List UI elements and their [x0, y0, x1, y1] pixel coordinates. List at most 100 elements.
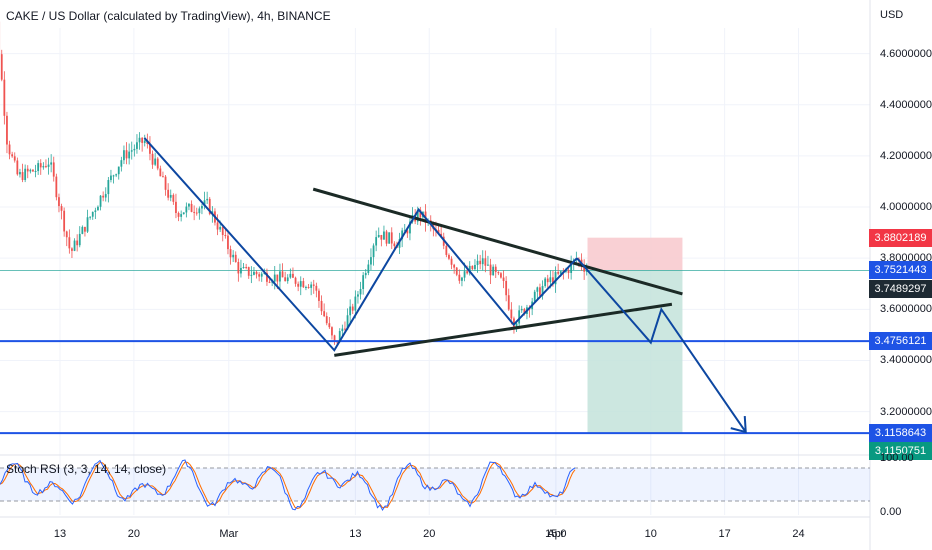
candle-body — [346, 315, 349, 330]
candle-body — [294, 277, 297, 284]
candle-body — [450, 258, 453, 265]
candle-body — [128, 151, 131, 159]
candle-body — [110, 175, 112, 181]
indicator-label[interactable]: Stoch RSI (3, 3, 14, 14, close) — [6, 462, 167, 476]
candle-body — [354, 296, 357, 311]
candle-body — [468, 265, 471, 274]
candle-body — [289, 273, 292, 278]
candle-body — [494, 266, 497, 273]
candle-body — [385, 231, 388, 244]
candle-body — [227, 235, 229, 250]
candle-body — [11, 154, 14, 157]
candle-body — [78, 233, 81, 246]
candle-body — [388, 232, 391, 244]
candle-body — [6, 115, 8, 145]
candle-body — [89, 216, 92, 218]
candle-body — [45, 166, 47, 168]
candle-body — [357, 294, 359, 297]
candle-body — [377, 235, 380, 238]
candle-body — [3, 79, 6, 116]
candle-body — [58, 197, 60, 207]
candle-body — [84, 226, 86, 232]
x-tick-label: 13 — [349, 528, 362, 540]
candle-body — [487, 264, 489, 266]
candle-body — [367, 264, 370, 274]
candle-body — [466, 271, 469, 274]
x-tick-label: 17 — [718, 528, 731, 540]
candle-body — [544, 278, 547, 287]
x-tick-label: 10 — [644, 528, 657, 540]
candle-body — [401, 230, 404, 240]
candle-body — [398, 239, 401, 248]
candle-body — [518, 310, 521, 324]
x-tick-label: 13 — [53, 528, 67, 540]
triangle-upper-trendline — [312, 187, 683, 296]
candle-body — [268, 281, 271, 283]
candle-body — [60, 206, 63, 211]
candle-body — [29, 169, 32, 172]
candle-body — [302, 281, 305, 288]
candle-body — [370, 257, 372, 265]
candle-body — [406, 230, 409, 234]
candle-body — [201, 205, 203, 209]
candle-body — [541, 286, 544, 296]
candle-body — [260, 273, 263, 277]
stoch-k-line — [0, 459, 576, 511]
x-tick-label: 15:0 — [545, 528, 567, 540]
stoch-d-line — [0, 461, 576, 509]
candle-body — [125, 150, 128, 159]
candle-body — [182, 212, 185, 215]
candle-body — [471, 265, 474, 270]
candle-body — [52, 162, 55, 177]
candle-body — [19, 172, 21, 175]
candle-body — [380, 235, 383, 240]
candle-body — [359, 289, 362, 295]
candle-body — [91, 211, 94, 217]
candle-body — [164, 176, 167, 190]
candle-body — [536, 287, 539, 292]
candle-body — [229, 249, 232, 258]
candle-body — [208, 198, 211, 215]
y-tick-label: 4.0000000 — [880, 201, 932, 214]
candle-body — [255, 271, 258, 275]
candle-body — [507, 295, 510, 310]
price-badge: 3.1150751 — [869, 442, 932, 461]
candle-body — [24, 168, 27, 180]
candle-body — [203, 200, 206, 206]
candle-body — [65, 231, 68, 238]
candle-body — [315, 285, 318, 291]
stoch-level-0: 0.00 — [880, 506, 902, 518]
candle-body — [539, 287, 541, 296]
candle-body — [73, 240, 76, 251]
candle-body — [107, 180, 110, 195]
candle-body — [307, 286, 310, 288]
candle-body — [37, 163, 40, 172]
candle-body — [325, 316, 328, 324]
stop-loss-zone — [587, 237, 683, 271]
candle-body — [273, 274, 276, 282]
y-tick-label: 3.4000000 — [880, 354, 932, 367]
candle-body — [312, 284, 315, 286]
candle-body — [284, 277, 287, 282]
price-badge: 3.7521443 — [869, 261, 932, 280]
candle-body — [81, 226, 84, 234]
x-tick-label: Mar — [219, 528, 239, 540]
candle-body — [299, 281, 302, 287]
candle-body — [167, 189, 170, 198]
candle-body — [247, 267, 250, 276]
candle-body — [559, 271, 562, 274]
candle-body — [133, 148, 136, 151]
candle-body — [50, 162, 53, 165]
candle-body — [567, 270, 570, 273]
candle-body — [403, 230, 406, 232]
x-tick-label: 20 — [423, 528, 436, 540]
candle-body — [136, 142, 138, 149]
y-tick-label: 4.2000000 — [880, 149, 932, 162]
candle-body — [71, 248, 73, 251]
candle-body — [523, 308, 526, 314]
currency-label: USD — [880, 9, 904, 21]
candle-body — [583, 266, 586, 272]
candle-body — [279, 271, 281, 282]
candle-body — [250, 274, 253, 276]
